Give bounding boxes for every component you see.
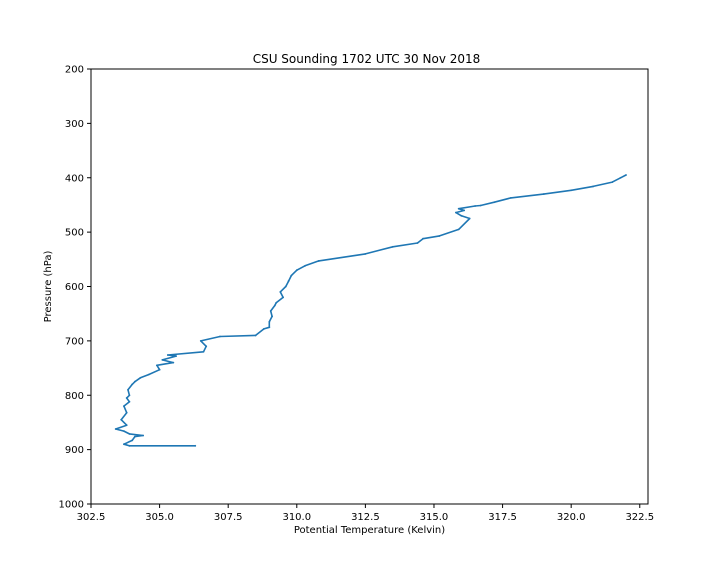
sounding-data-point: [254, 334, 257, 337]
sounding-data-point: [139, 376, 142, 379]
axes-frame: [90, 68, 649, 505]
sounding-data-point: [542, 193, 545, 195]
sounding-data-point: [438, 235, 441, 237]
x-tick-label: 322.5: [625, 512, 654, 523]
sounding-data-point: [128, 394, 131, 397]
sounding-data-point: [493, 201, 496, 204]
y-tick-label: 400: [65, 173, 84, 184]
sounding-data-point: [455, 211, 457, 214]
sounding-data-point: [290, 274, 293, 277]
sounding-data-point: [125, 424, 128, 427]
y-axis-ticks: 200 300 400 500 600 700 800 900 1000: [59, 65, 91, 511]
sounding-data-point: [479, 204, 482, 207]
y-tick-label: 500: [65, 228, 84, 239]
sounding-data-point: [125, 411, 128, 414]
x-axis-label: Potential Temperature (Kelvin): [294, 525, 445, 536]
sounding-data-point: [271, 315, 273, 318]
sounding-data-point: [304, 264, 306, 267]
sounding-data-point: [128, 432, 131, 435]
sounding-data-point: [592, 185, 595, 188]
sounding-data-point: [275, 301, 278, 304]
x-tick-label: 315.0: [420, 512, 449, 523]
sounding-series-line: [114, 174, 627, 447]
sounding-data-point: [147, 373, 150, 376]
sounding-data-point: [509, 196, 512, 199]
plot-area: [114, 174, 627, 447]
y-tick-label: 200: [65, 65, 84, 76]
x-tick-label: 302.5: [77, 512, 106, 523]
y-tick-label: 700: [65, 336, 84, 347]
sounding-data-point: [619, 176, 622, 179]
sounding-data-point: [128, 444, 131, 447]
sounding-data-point: [611, 181, 614, 184]
sounding-data-point: [123, 430, 125, 433]
sounding-data-point: [273, 304, 276, 307]
sounding-data-point: [120, 418, 123, 421]
sounding-data-point: [460, 214, 463, 217]
sounding-data-point: [570, 189, 573, 192]
sounding-data-point: [194, 444, 197, 447]
y-tick-label: 1000: [59, 500, 84, 511]
sounding-data-point: [287, 280, 290, 282]
sounding-data-point: [625, 174, 627, 176]
sounding-data-point: [268, 326, 271, 329]
sounding-data-point: [134, 380, 136, 383]
sounding-data-point: [284, 285, 287, 288]
sounding-data-point: [457, 207, 460, 210]
sounding-data-point: [262, 328, 265, 330]
sounding-data-point: [123, 443, 125, 446]
x-tick-label: 317.5: [488, 512, 517, 523]
sounding-data-point: [268, 320, 271, 323]
sounding-data-point: [172, 361, 175, 364]
sounding-data-point: [416, 242, 419, 244]
x-tick-label: 310.0: [282, 512, 311, 523]
x-tick-label: 320.0: [557, 512, 586, 523]
sounding-data-point: [279, 291, 282, 293]
chart-title: CSU Sounding 1702 UTC 30 Nov 2018: [253, 52, 481, 66]
sounding-data-point: [134, 435, 136, 438]
sounding-data-point: [125, 397, 128, 399]
sounding-data-point: [295, 269, 298, 272]
sounding-data-point: [474, 205, 477, 207]
sounding-data-point: [202, 350, 205, 353]
x-tick-label: 307.5: [214, 512, 243, 523]
sounding-data-point: [175, 355, 177, 357]
sounding-data-point: [131, 383, 134, 386]
x-tick-label: 312.5: [351, 512, 380, 523]
sounding-data-point: [269, 310, 272, 312]
sounding-data-point: [114, 428, 117, 430]
sounding-data-point: [391, 245, 394, 248]
sounding-data-point: [282, 296, 284, 299]
sounding-data-point: [457, 228, 460, 231]
sounding-data-point: [161, 359, 164, 361]
y-axis-label: Pressure (hPa): [43, 251, 54, 323]
y-tick-label: 800: [65, 391, 84, 402]
y-tick-label: 300: [65, 119, 84, 130]
sounding-data-point: [199, 339, 202, 342]
sounding-data-point: [127, 388, 129, 391]
sounding-data-point: [219, 335, 221, 338]
sounding-data-point: [422, 237, 424, 240]
x-axis-ticks: 302.5 305.0 307.5 310.0 312.5 315.0 317.5 320.0…: [77, 504, 654, 523]
sounding-data-point: [364, 252, 367, 255]
sounding-data-point: [463, 209, 466, 212]
sounding-data-point: [158, 368, 161, 371]
sounding-data-point: [317, 260, 320, 262]
sounding-data-point: [128, 400, 131, 403]
x-tick-label: 305.0: [145, 512, 174, 523]
y-tick-label: 900: [65, 445, 84, 456]
sounding-data-point: [142, 434, 145, 437]
sounding-data-point: [205, 345, 208, 348]
sounding-data-point: [155, 364, 158, 367]
sounding-data-point: [123, 405, 125, 408]
y-tick-label: 600: [65, 282, 84, 293]
sounding-data-point: [166, 354, 169, 356]
sounding-data-point: [131, 439, 134, 442]
sounding-data-point: [468, 217, 471, 220]
